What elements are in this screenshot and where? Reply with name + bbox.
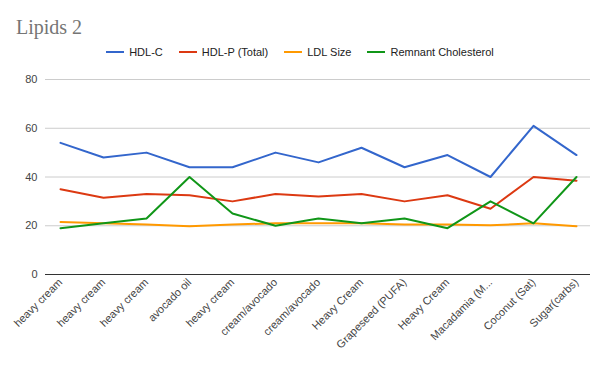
svg-text:Grapeseed (PUFA): Grapeseed (PUFA)	[334, 276, 409, 351]
svg-text:cream/avocado: cream/avocado	[260, 275, 323, 338]
svg-text:heavy cream: heavy cream	[11, 275, 65, 329]
svg-text:Coconut (Sat): Coconut (Sat)	[480, 275, 538, 333]
svg-text:Heavy Cream: Heavy Cream	[309, 275, 366, 332]
svg-text:40: 40	[25, 171, 37, 183]
html-text:HDL-C: HDL-C	[129, 46, 163, 58]
svg-text:Macadamia (M...: Macadamia (M...	[428, 276, 494, 342]
svg-text:heavy cream: heavy cream	[183, 275, 237, 329]
svg-text:avocado oil: avocado oil	[145, 275, 194, 324]
svg-text:cream/avocado: cream/avocado	[217, 275, 280, 338]
html-text:Lipids 2: Lipids 2	[16, 16, 83, 38]
svg-text:heavy cream: heavy cream	[54, 275, 108, 329]
svg-text:80: 80	[25, 73, 37, 85]
svg-text:20: 20	[25, 219, 37, 231]
html-text:Remnant Cholesterol: Remnant Cholesterol	[390, 46, 494, 58]
html-text:HDL-P (Total): HDL-P (Total)	[201, 46, 269, 58]
svg-text:0: 0	[31, 268, 37, 280]
svg-text:Sugar(carbs): Sugar(carbs)	[527, 276, 580, 329]
svg-text:heavy cream: heavy cream	[97, 276, 150, 329]
svg-text:Heavy Cream: Heavy Cream	[395, 275, 452, 332]
html-text:LDL Size: LDL Size	[307, 46, 352, 58]
svg-text:60: 60	[25, 122, 37, 134]
